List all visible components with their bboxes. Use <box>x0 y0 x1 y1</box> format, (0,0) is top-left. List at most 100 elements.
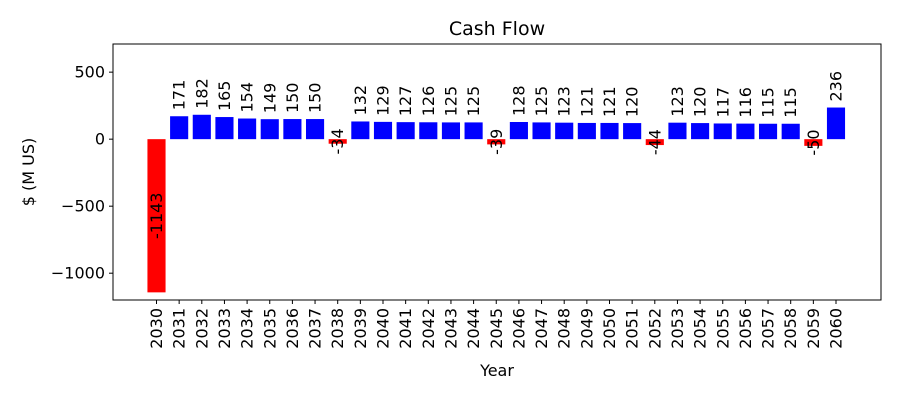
bar-2033 <box>215 117 234 140</box>
data-label-2032: 182 <box>192 78 211 109</box>
bar-2034 <box>238 118 257 140</box>
data-label-2042: 126 <box>419 86 438 117</box>
bar-2039 <box>351 121 370 140</box>
x-axis-label: Year <box>479 361 514 380</box>
data-label-2037: 150 <box>306 83 325 114</box>
data-label-2043: 125 <box>441 86 460 117</box>
data-label-2038: -34 <box>328 128 347 154</box>
x-tick-label-2048: 2048 <box>555 308 574 349</box>
bar-2040 <box>373 121 393 140</box>
x-tick-label-2035: 2035 <box>260 308 279 349</box>
x-tick-label-2042: 2042 <box>419 308 438 349</box>
bar-2055 <box>713 123 732 140</box>
data-label-2054: 120 <box>691 87 710 118</box>
x-tick-label-2046: 2046 <box>509 308 528 349</box>
bar-2038 <box>328 139 347 144</box>
bar-2045 <box>487 139 506 145</box>
bar-2053 <box>668 122 687 140</box>
bar-2031 <box>170 116 189 140</box>
x-tick-label-2034: 2034 <box>238 308 257 349</box>
x-tick-label-2060: 2060 <box>827 308 846 349</box>
data-label-2044: 125 <box>464 86 483 117</box>
bar-2044 <box>464 122 483 140</box>
x-tick-label-2044: 2044 <box>464 308 483 349</box>
x-tick-label-2054: 2054 <box>691 308 710 349</box>
bar-2030 <box>147 139 166 293</box>
x-tick-label-2041: 2041 <box>396 308 415 349</box>
bar-2048 <box>555 122 574 140</box>
bar-2060 <box>826 107 846 140</box>
data-label-2046: 128 <box>509 85 528 116</box>
x-tick-label-2058: 2058 <box>781 308 800 349</box>
data-label-2056: 116 <box>736 87 755 118</box>
data-label-2040: 129 <box>374 85 393 116</box>
bar-2051 <box>623 123 642 140</box>
data-label-2049: 121 <box>577 86 596 117</box>
x-tick-label-2040: 2040 <box>374 308 393 349</box>
x-tick-label-2052: 2052 <box>645 308 664 349</box>
data-label-2036: 150 <box>283 83 302 114</box>
data-label-2039: 132 <box>351 85 370 116</box>
data-label-2053: 123 <box>668 86 687 117</box>
data-label-2030: -1143 <box>147 193 166 240</box>
x-tick-label-2047: 2047 <box>532 308 551 349</box>
bars-layer <box>147 107 846 293</box>
x-tick-label-2033: 2033 <box>215 308 234 349</box>
data-label-2034: 154 <box>238 82 257 113</box>
bar-2046 <box>509 122 528 140</box>
bar-2056 <box>736 123 755 140</box>
chart-title: Cash Flow <box>449 18 545 40</box>
y-tick-label-0: 0 <box>95 130 105 149</box>
ticks-layer: 2030 2031 2032 2033 2034 2035 2036 2037 2038 2039… <box>51 63 846 349</box>
x-tick-label-2039: 2039 <box>351 308 370 349</box>
x-tick-label-2036: 2036 <box>283 308 302 349</box>
bar-2042 <box>419 122 438 140</box>
bar-2050 <box>600 122 619 140</box>
x-tick-label-2043: 2043 <box>441 308 460 349</box>
y-axis-label: $ (M US) <box>19 138 38 207</box>
x-tick-label-2051: 2051 <box>623 308 642 349</box>
bar-2049 <box>577 122 596 140</box>
data-label-2051: 120 <box>623 87 642 118</box>
bar-2047 <box>532 122 551 140</box>
plot-frame <box>112 43 882 301</box>
x-tick-label-2037: 2037 <box>306 308 325 349</box>
data-label-2052: -44 <box>645 129 664 155</box>
x-tick-label-2049: 2049 <box>577 308 596 349</box>
bar-2032 <box>192 114 211 140</box>
x-tick-label-2056: 2056 <box>736 308 755 349</box>
data-label-2055: 117 <box>713 87 732 118</box>
data-label-2059: -50 <box>804 129 823 155</box>
x-tick-label-2030: 2030 <box>147 308 166 349</box>
bar-2059 <box>804 139 823 146</box>
bar-2043 <box>441 122 461 140</box>
y-tick-label--1000: −1000 <box>51 264 105 283</box>
x-tick-label-2053: 2053 <box>668 308 687 349</box>
data-label-2045: -39 <box>487 129 506 155</box>
data-label-2033: 165 <box>215 81 234 112</box>
bar-2036 <box>283 119 302 140</box>
x-tick-label-2031: 2031 <box>170 308 189 349</box>
y-tick-label--500: −500 <box>61 197 105 216</box>
bar-2057 <box>758 123 778 140</box>
x-tick-label-2055: 2055 <box>713 308 732 349</box>
bar-2041 <box>396 122 415 140</box>
x-tick-label-2057: 2057 <box>759 308 778 349</box>
bar-2035 <box>260 119 279 140</box>
data-label-2035: 149 <box>260 83 279 114</box>
x-tick-label-2045: 2045 <box>487 308 506 349</box>
data-label-2050: 121 <box>600 86 619 117</box>
x-tick-label-2059: 2059 <box>804 308 823 349</box>
bar-2058 <box>781 123 800 140</box>
bar-2052 <box>645 139 664 146</box>
data-label-2058: 115 <box>781 87 800 118</box>
y-tick-label-500: 500 <box>74 63 105 82</box>
data-label-2031: 171 <box>170 80 189 111</box>
x-tick-label-2038: 2038 <box>328 308 347 349</box>
bar-2054 <box>691 123 710 140</box>
x-tick-label-2050: 2050 <box>600 308 619 349</box>
data-label-2057: 115 <box>759 87 778 118</box>
data-label-2047: 125 <box>532 86 551 117</box>
